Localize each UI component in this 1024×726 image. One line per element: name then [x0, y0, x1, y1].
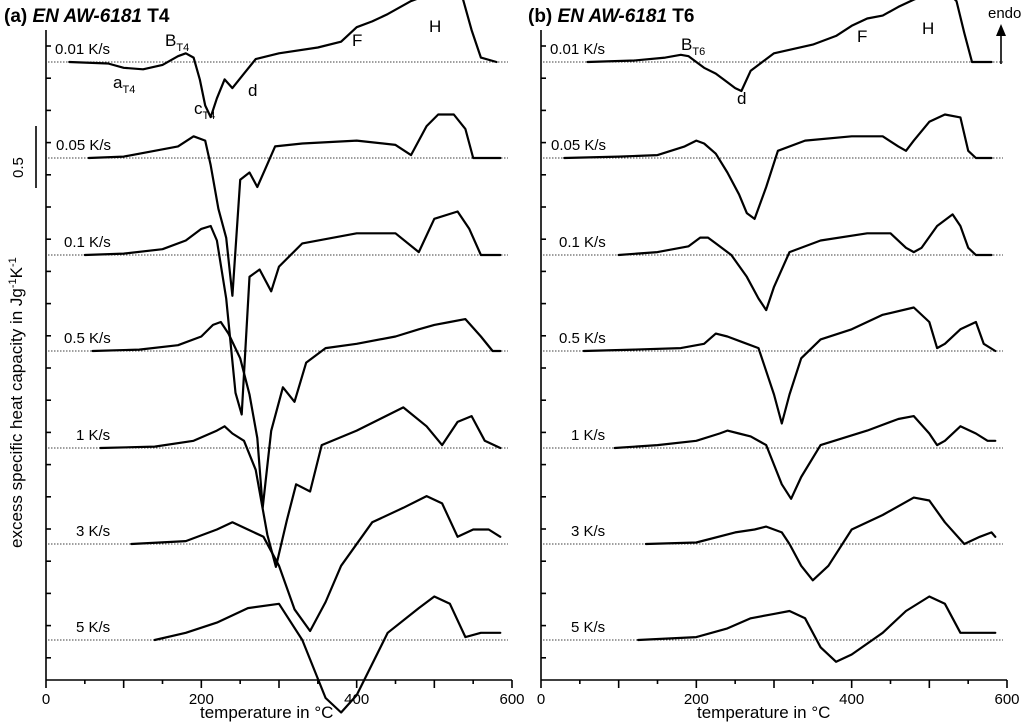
rate-label-b-1-k-s: 1 K/s [571, 427, 605, 444]
scale-bar-label: 0.5 [10, 157, 27, 178]
rate-label-b-0-5-k-s: 0.5 K/s [559, 330, 606, 347]
x-tick-label-a-200: 200 [189, 691, 214, 708]
curve-a-3-k-s [130, 495, 502, 633]
x-axis-label-b: temperature in °C [697, 703, 830, 722]
annotation-d-a: d [248, 81, 257, 100]
rate-label-a-1-k-s: 1 K/s [76, 427, 110, 444]
annotation-h-a: H [429, 17, 441, 36]
rate-label-b-0-1-k-s: 0.1 K/s [559, 234, 606, 251]
annotation-f-a: F [352, 31, 362, 50]
x-tick-label-b-200: 200 [684, 691, 709, 708]
rate-label-a-0-01-k-s: 0.01 K/s [55, 41, 110, 58]
rate-label-b-5-k-s: 5 K/s [571, 619, 605, 636]
x-tick-label-b-600: 600 [994, 691, 1019, 708]
curve-a-5-k-s [153, 595, 502, 714]
curve-a-1-k-s [99, 406, 502, 568]
rate-label-b-0-01-k-s: 0.01 K/s [550, 41, 605, 58]
annotation-b-t4: BT4 [165, 31, 189, 54]
x-tick-label-b-0: 0 [537, 691, 545, 708]
curve-a-0-1-k-s [83, 210, 502, 416]
curve-b-0-5-k-s [582, 306, 997, 425]
annotation-f-b: F [857, 27, 867, 46]
x-axis-label-a: temperature in °C [200, 703, 333, 722]
curve-a-0-01-k-s [68, 0, 498, 119]
endo-label: endo [988, 5, 1021, 22]
rate-label-a-0-1-k-s: 0.1 K/s [64, 234, 111, 251]
annotation-b-t6: BT6 [681, 35, 705, 58]
curve-a-0-05-k-s [87, 113, 502, 297]
rate-label-a-0-05-k-s: 0.05 K/s [56, 137, 111, 154]
endo-arrow-head [996, 24, 1006, 36]
rate-label-b-3-k-s: 3 K/s [571, 523, 605, 540]
plot-layer: 0 200 400 600 0.01 K/s 0.05 K/s 0.1 K/s 0.5 K/s… [42, 0, 1020, 714]
x-tick-label-a-600: 600 [499, 691, 524, 708]
annotation-h-b: H [922, 19, 934, 38]
x-tick-label-b-400: 400 [839, 691, 864, 708]
annotation-a-t4: aT4 [113, 73, 135, 96]
rate-label-a-3-k-s: 3 K/s [76, 523, 110, 540]
curve-b-0-01-k-s [586, 0, 993, 93]
curve-b-3-k-s [644, 496, 997, 582]
rate-label-b-0-05-k-s: 0.05 K/s [551, 137, 606, 154]
rate-label-a-5-k-s: 5 K/s [76, 619, 110, 636]
curve-b-0-05-k-s [563, 113, 993, 220]
annotation-d-b: d [737, 89, 746, 108]
curve-b-5-k-s [637, 595, 997, 663]
y-axis-label: excess specific heat capacity in Jg-1K-1 [7, 257, 26, 548]
curve-b-1-k-s [613, 415, 997, 500]
rate-label-a-0-5-k-s: 0.5 K/s [64, 330, 111, 347]
x-tick-label-a-0: 0 [42, 691, 50, 708]
curve-a-0-5-k-s [91, 318, 502, 509]
panel-a-title: (a) EN AW-6181 T4 [4, 6, 170, 27]
curve-b-0-1-k-s [617, 213, 993, 312]
panel-b-title: (b) EN AW-6181 T6 [528, 6, 694, 27]
